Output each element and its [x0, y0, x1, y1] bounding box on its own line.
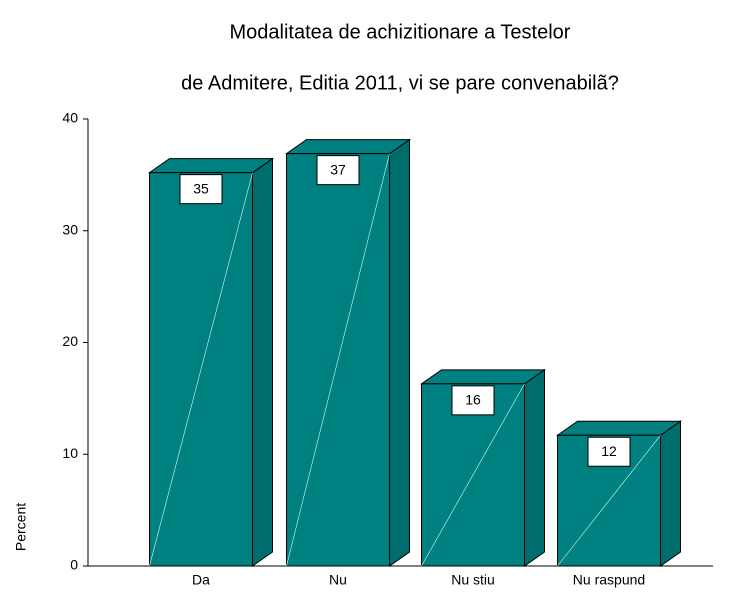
y-tick-label: 10 [62, 445, 78, 461]
bar-highlight [557, 435, 661, 567]
y-tick-label: 30 [62, 221, 78, 237]
y-tick-label: 20 [62, 333, 78, 349]
x-tick-label: Nu stiu [451, 572, 495, 588]
bar-highlight [149, 172, 253, 567]
bar [284, 138, 412, 567]
bar-highlight [421, 383, 525, 567]
bar-side [389, 138, 410, 567]
value-label: 35 [193, 180, 209, 196]
x-tick-label: Nu raspund [573, 572, 645, 588]
value-label-box [179, 174, 223, 205]
bar-side [252, 157, 273, 567]
x-tick-label: Da [192, 572, 210, 588]
chart-title: Modalitatea de achizitionare a Testelor [230, 21, 571, 43]
value-label: 37 [330, 161, 346, 177]
value-label-box [451, 385, 495, 416]
x-tick-label: Nu [329, 572, 347, 588]
bar-side [660, 420, 681, 567]
value-label: 12 [601, 443, 617, 459]
bar-top [419, 369, 547, 385]
value-label: 16 [465, 392, 481, 408]
value-label-box [316, 155, 360, 186]
value-label-box [587, 436, 631, 467]
bar-top [147, 158, 275, 174]
y-axis-label: Percent [13, 503, 29, 551]
bar [147, 157, 275, 567]
bar-highlight [286, 153, 390, 567]
bar-top [284, 139, 412, 155]
y-tick-label: 0 [70, 557, 78, 573]
bar-side [524, 368, 545, 567]
y-tick-label: 40 [62, 110, 78, 126]
bar-top [555, 420, 683, 436]
chart-title: de Admitere, Editia 2011, vi se pare con… [181, 72, 619, 94]
